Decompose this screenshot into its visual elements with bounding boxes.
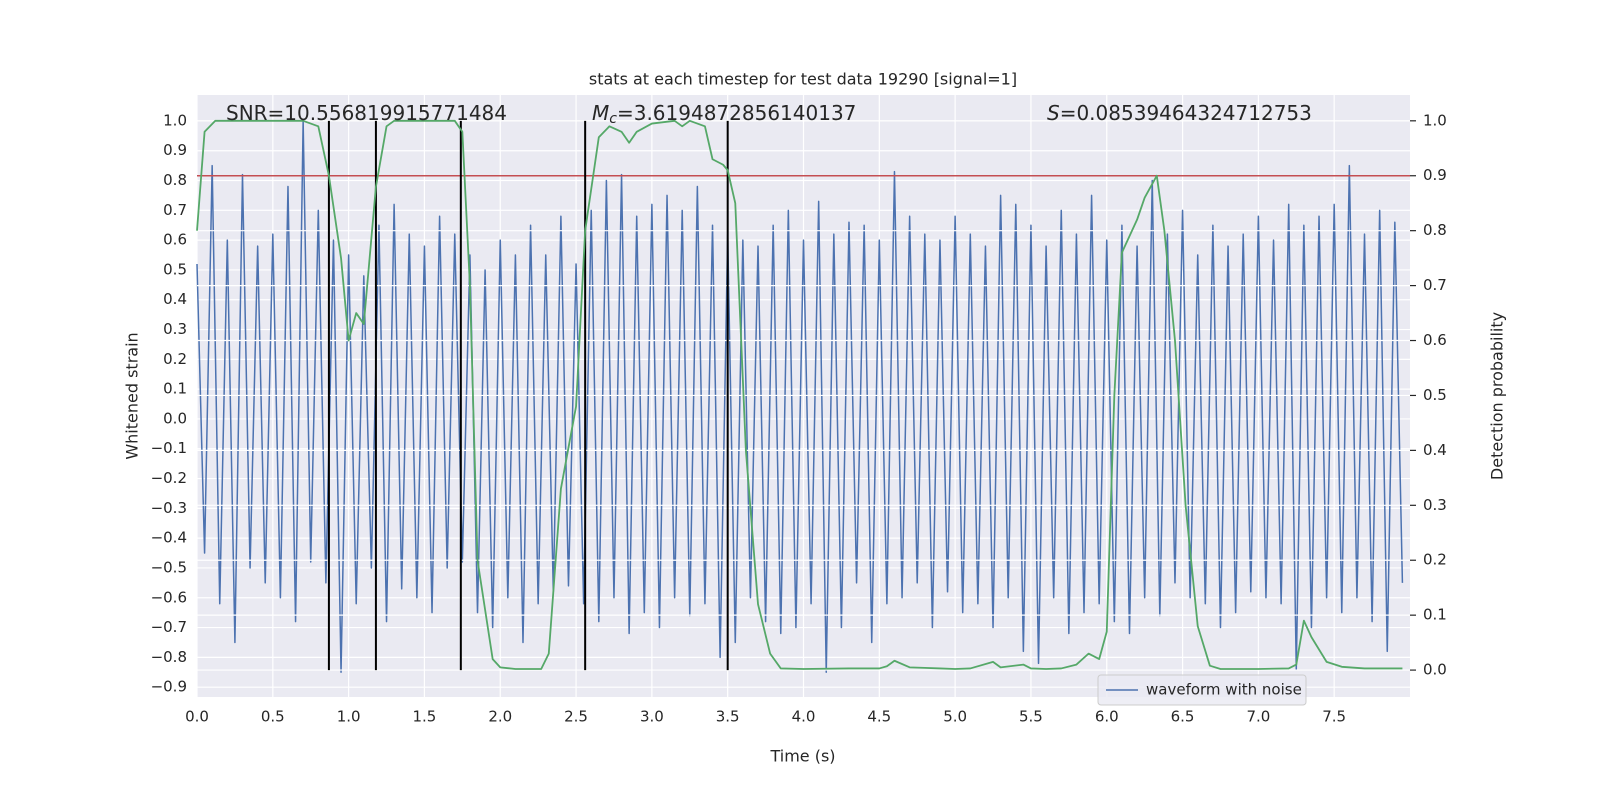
x-tick-label: 4.0 [792, 708, 816, 726]
y2-tick-label: 0.6 [1423, 331, 1447, 349]
y-tick-label: −0.5 [151, 558, 187, 576]
annotation-symbol: M [592, 101, 609, 125]
y2-tick-label: 0.3 [1423, 496, 1447, 514]
y-tick-label: −0.4 [151, 529, 187, 547]
series-line [196, 120, 1404, 674]
x-tick-label: 5.0 [943, 708, 967, 726]
y2-tick-label: 0.2 [1423, 551, 1447, 569]
annotation: Mc=3.6194872856140137 [592, 101, 856, 128]
y-tick-label: 0.9 [163, 141, 187, 159]
y-tick-label: 0.0 [163, 409, 187, 427]
legend-label: waveform with noise [1146, 681, 1302, 699]
y-tick-label: 0.1 [163, 380, 187, 398]
annotation: SNR=10.556819915771484 [226, 101, 507, 125]
y2-axis-label: Detection probability [1488, 312, 1507, 480]
x-tick-label: 3.5 [716, 708, 740, 726]
annotation-subscript: c [609, 111, 617, 127]
x-tick-label: 1.5 [413, 708, 437, 726]
y-tick-label: 0.3 [163, 320, 187, 338]
y-tick-label: −0.6 [151, 588, 187, 606]
y-tick-label: 0.7 [163, 201, 187, 219]
y-tick-label: −0.1 [151, 439, 187, 457]
y2-tick-label: 0.7 [1423, 276, 1447, 294]
y2-tick-label: 0.5 [1423, 386, 1447, 404]
y-tick-label: −0.7 [151, 618, 187, 636]
y-tick-label: −0.2 [151, 469, 187, 487]
x-tick-label: 6.0 [1095, 708, 1119, 726]
x-tick-label: 7.5 [1322, 708, 1346, 726]
annotation-text: SNR=10.556819915771484 [226, 101, 507, 125]
x-tick-label: 6.5 [1171, 708, 1195, 726]
x-tick-label: 3.0 [640, 708, 664, 726]
y-tick-label: −0.8 [151, 648, 187, 666]
y-tick-label: 0.2 [163, 350, 187, 368]
chart-title: stats at each timestep for test data 192… [589, 70, 1017, 89]
x-tick-label: 5.5 [1019, 708, 1043, 726]
series-line [196, 119, 1403, 670]
y2-tick-label: 0.1 [1423, 606, 1447, 624]
annotation-text: =3.6194872856140137 [617, 101, 856, 125]
x-tick-label: 4.5 [867, 708, 891, 726]
y-tick-label: −0.9 [151, 678, 187, 696]
annotation-text: =0.08539464324712753 [1060, 101, 1312, 125]
y-tick-label: 0.4 [163, 290, 187, 308]
x-tick-label: 2.5 [564, 708, 588, 726]
y-tick-label: 0.5 [163, 260, 187, 278]
y-tick-label: 1.0 [163, 111, 187, 129]
x-tick-label: 0.0 [185, 708, 209, 726]
x-tick-label: 7.0 [1246, 708, 1270, 726]
y2-tick-label: 0.0 [1423, 661, 1447, 679]
annotation-symbol: S [1047, 101, 1060, 125]
y-tick-label: −0.3 [151, 499, 187, 517]
x-tick-label: 1.0 [337, 708, 361, 726]
annotation: S=0.08539464324712753 [1047, 101, 1312, 125]
x-tick-label: 0.5 [261, 708, 285, 726]
y-axis-label: Whitened strain [123, 332, 142, 459]
y2-tick-label: 0.9 [1423, 166, 1447, 184]
y-tick-label: 0.6 [163, 231, 187, 249]
legend-box [1097, 674, 1307, 706]
x-axis-label: Time (s) [769, 747, 835, 766]
y2-tick-label: 0.4 [1423, 441, 1447, 459]
x-tick-label: 2.0 [488, 708, 512, 726]
y2-tick-label: 0.8 [1423, 221, 1447, 239]
y-tick-label: 0.8 [163, 171, 187, 189]
y2-tick-label: 1.0 [1423, 111, 1447, 129]
